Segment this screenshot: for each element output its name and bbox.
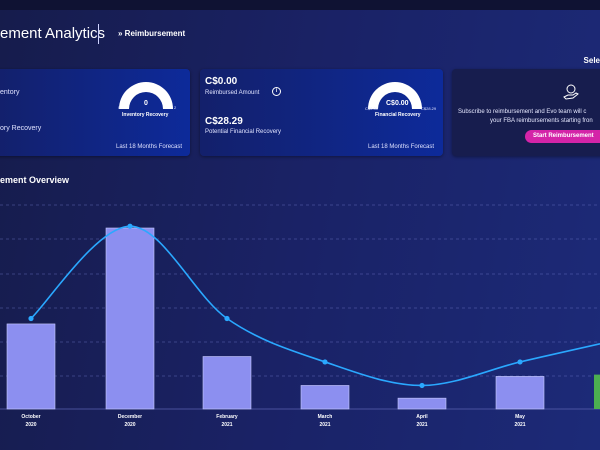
inventory-label: entory xyxy=(0,89,20,96)
inventory-forecast: Last 18 Months Forecast xyxy=(116,144,183,150)
x-label-month-5: May xyxy=(515,414,525,420)
chart-point-4 xyxy=(419,382,425,389)
chart-bar-0 xyxy=(6,323,56,410)
info-icon[interactable]: i xyxy=(272,87,281,96)
x-label-month-4: April xyxy=(416,414,428,420)
financial-gauge-value: C$0.00 xyxy=(386,100,409,107)
inventory-gauge xyxy=(119,82,173,109)
x-label-month-2: February xyxy=(216,414,238,420)
page-title: ement Analytics xyxy=(0,25,106,42)
potential-recovery-value: C$28.29 xyxy=(205,116,243,127)
x-label-year-1: 2020 xyxy=(124,422,135,428)
inventory-recovery-label: ory Recovery xyxy=(0,125,42,132)
inventory-gauge-max: 2 xyxy=(174,105,177,110)
select-dropdown-label[interactable]: Sele xyxy=(583,56,600,65)
financial-gauge-max: C$28.29 xyxy=(421,106,437,111)
overview-title: ement Overview xyxy=(0,175,70,185)
x-label-month-1: December xyxy=(118,414,142,420)
x-label-year-4: 2021 xyxy=(416,422,427,428)
x-label-year-3: 2021 xyxy=(319,422,330,428)
x-label-month-3: March xyxy=(318,414,333,420)
financial-forecast: Last 18 Months Forecast xyxy=(368,144,435,150)
chart-bar-4 xyxy=(397,397,447,410)
start-reimbursement-button[interactable]: Start Reimbursement xyxy=(525,130,600,143)
inventory-card: entory ory Recovery 0 0 2 Inventory Reco… xyxy=(0,69,190,156)
page-header: ement Analytics » Reimbursement xyxy=(0,10,600,58)
reimbursed-amount-label: Reimbursed Amount xyxy=(205,90,260,96)
x-label-year-5: 2021 xyxy=(514,422,525,428)
x-label-year-2: 2021 xyxy=(221,422,232,428)
subscribe-line-2: your FBA reimbursements starting fron xyxy=(490,118,593,124)
financial-gauge-min: C$0.00 xyxy=(365,106,378,111)
chart-bar-2 xyxy=(202,356,252,410)
potential-recovery-label: Potential Financial Recovery xyxy=(205,129,282,135)
chart-bar-5 xyxy=(495,376,545,410)
chart-bar-1 xyxy=(105,227,155,410)
chart-bar-partial xyxy=(594,374,600,409)
chart-point-2 xyxy=(224,315,230,322)
subscribe-card: Subscribe to reimbursement and Evo team … xyxy=(452,69,600,156)
subscribe-text: Subscribe to reimbursement and Evo team … xyxy=(458,108,600,126)
inventory-gauge-min: 0 xyxy=(118,105,121,110)
x-label-year-0: 2020 xyxy=(25,422,36,428)
chart-point-0 xyxy=(28,315,34,322)
header-divider xyxy=(98,24,99,44)
chart-point-3 xyxy=(322,359,328,365)
chart-point-1 xyxy=(127,223,133,229)
chart-trend-line xyxy=(30,225,600,387)
subscribe-line-1: Subscribe to reimbursement and Evo team … xyxy=(458,109,587,115)
reimbursement-overview-chart: October 2020 December 2020 February 2021 March… xyxy=(0,204,600,428)
inventory-gauge-value: 0 xyxy=(144,100,148,107)
hand-coin-icon xyxy=(563,84,579,100)
top-strip xyxy=(0,0,600,10)
breadcrumb[interactable]: » Reimbursement xyxy=(118,29,186,38)
chart-bar-3 xyxy=(300,385,350,410)
financial-card: C$0.00 Reimbursed Amount i C$28.29 Poten… xyxy=(200,69,443,156)
x-label-month-0: October xyxy=(21,414,40,420)
inventory-gauge-title: Inventory Recovery xyxy=(122,112,169,118)
financial-gauge xyxy=(368,82,422,109)
reimbursed-amount-value: C$0.00 xyxy=(205,76,238,87)
chart-point-5 xyxy=(517,359,523,365)
financial-gauge-title: Financial Recovery xyxy=(375,112,421,118)
